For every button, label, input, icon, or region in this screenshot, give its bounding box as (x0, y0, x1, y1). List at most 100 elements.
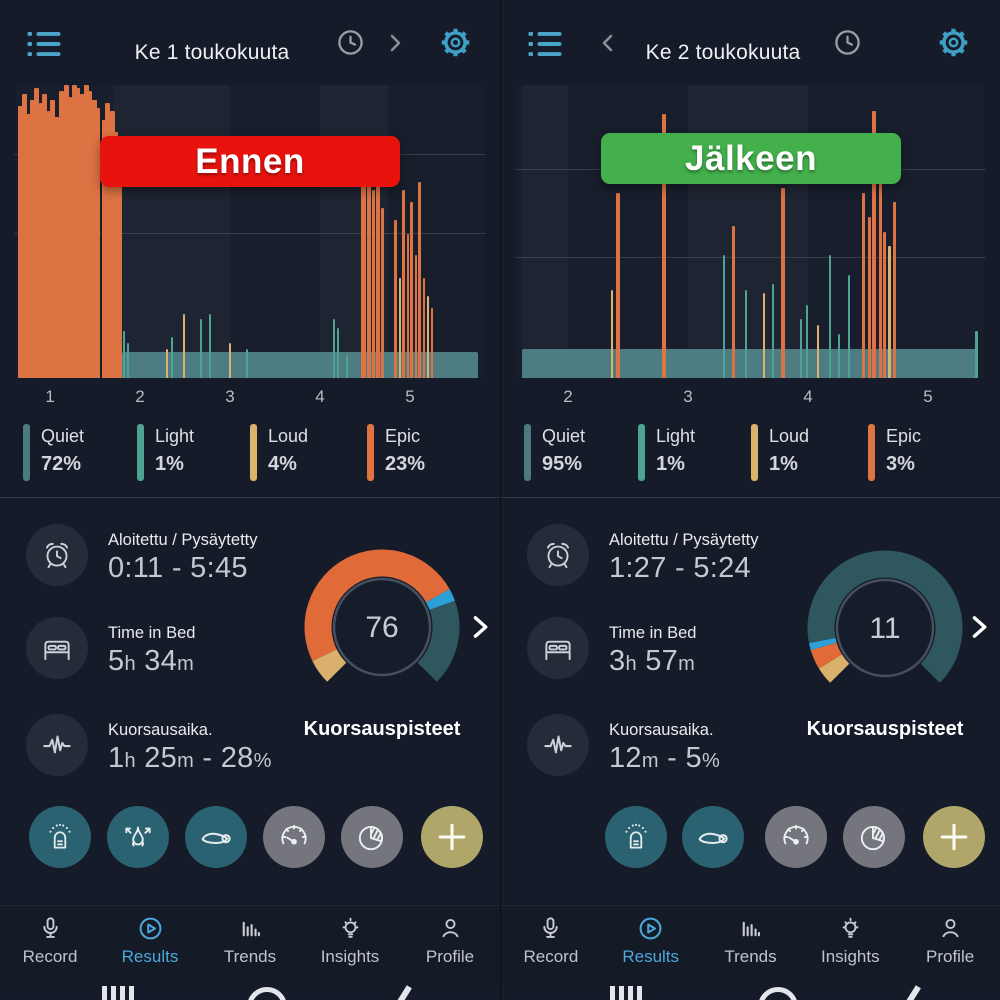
stat-label: Kuorsausaika. (108, 721, 213, 739)
score-details-chevron-icon[interactable] (466, 611, 494, 648)
loud-color-bar (751, 424, 758, 481)
remedy-button-row (501, 806, 1000, 868)
nav-insights[interactable]: Insights (800, 906, 900, 986)
bar-chart-icon (742, 921, 760, 937)
snore-score-value: 11 (869, 612, 900, 645)
stat-label: Kuorsausaika. (609, 721, 714, 739)
previous-day-chevron-icon[interactable] (596, 31, 620, 60)
snore-score-value: 76 (365, 611, 398, 644)
add-remedy-button[interactable] (421, 806, 483, 868)
waveform-icon (26, 714, 88, 776)
bed-icon (527, 617, 589, 679)
alarm-clock-icon (527, 524, 589, 586)
snore-score-gauge: 76 (304, 549, 460, 682)
stat-label: Aloitettu / Pysäytetty (108, 531, 258, 549)
stat-value: 12m - 5% (609, 742, 721, 774)
menu-icon[interactable] (527, 29, 563, 64)
factor-speedometer-button[interactable] (765, 806, 827, 868)
nav-trends[interactable]: Trends (200, 906, 300, 986)
microphone-icon (543, 917, 559, 938)
microphone-icon (42, 917, 58, 938)
light-color-bar (638, 424, 645, 481)
nav-profile[interactable]: Profile (900, 906, 1000, 986)
remedy-nasal-dilator-button[interactable] (107, 806, 169, 868)
legend-item-loud: Loud 1% (751, 424, 809, 481)
clock-icon[interactable] (335, 27, 366, 63)
remedy-humidifier-button[interactable] (29, 806, 91, 868)
snore-score-label: Kuorsauspisteet (806, 718, 964, 740)
stat-snoring-time: Kuorsausaika. 12m - 5% (527, 714, 720, 776)
stat-value: 3h 57m (609, 645, 696, 677)
before-banner: Ennen (100, 136, 400, 187)
stat-time-in-bed: Time in Bed 5h 34m (26, 617, 195, 679)
bottom-nav: Record Results Trends Insights (0, 905, 500, 986)
legend: Quiet 95% Light 1% Loud 1% Epic 3% (501, 424, 1000, 496)
legend: Quiet 72% Light 1% Loud 4% Epic 23% (0, 424, 500, 496)
light-color-bar (137, 424, 144, 481)
bottom-nav: Record Results Trends Insights (501, 905, 1000, 986)
stat-snoring-time: Kuorsausaika. 1h 25m - 28% (26, 714, 272, 776)
nav-trends[interactable]: Trends (701, 906, 801, 986)
score-details-chevron-icon[interactable] (965, 611, 993, 648)
legend-item-epic: Epic 3% (868, 424, 921, 481)
snore-score-label: Kuorsauspisteet (303, 718, 461, 740)
clock-icon[interactable] (832, 27, 863, 63)
nav-record[interactable]: Record (0, 906, 100, 986)
play-circle-icon (639, 917, 662, 940)
legend-item-light: Light 1% (137, 424, 194, 481)
before-banner-label: Ennen (195, 141, 305, 181)
menu-icon[interactable] (26, 29, 62, 64)
waveform-icon (527, 714, 589, 776)
epic-color-bar (367, 424, 374, 481)
section-divider (0, 497, 500, 498)
stat-value: 1h 25m - 28% (108, 742, 272, 774)
person-icon (941, 918, 959, 938)
settings-gear-icon[interactable] (937, 26, 970, 64)
bed-icon (26, 617, 88, 679)
quiet-color-bar (23, 424, 30, 481)
date-title: Ke 2 toukokuuta (645, 41, 801, 65)
person-icon (441, 918, 459, 938)
legend-item-light: Light 1% (638, 424, 695, 481)
stat-label: Time in Bed (108, 624, 196, 642)
legend-item-quiet: Quiet 95% (524, 424, 585, 481)
add-remedy-button[interactable] (923, 806, 985, 868)
lightbulb-icon (842, 917, 859, 938)
bar-chart-icon (242, 921, 260, 937)
nav-record[interactable]: Record (501, 906, 601, 986)
stat-value: 5h 34m (108, 645, 195, 677)
after-banner-label: Jälkeen (685, 138, 817, 178)
snore-score-gauge: 11 (807, 550, 963, 683)
epic-color-bar (868, 424, 875, 481)
after-banner: Jälkeen (601, 133, 901, 184)
next-day-chevron-icon[interactable] (383, 31, 407, 60)
nav-insights[interactable]: Insights (300, 906, 400, 986)
remedy-mouthpiece-button[interactable] (682, 806, 744, 868)
factor-pie-chart-button[interactable] (341, 806, 403, 868)
nav-results[interactable]: Results (601, 906, 701, 986)
stat-label: Aloitettu / Pysäytetty (609, 531, 759, 549)
stat-value: 1:27 - 5:24 (609, 552, 751, 584)
nav-results[interactable]: Results (100, 906, 200, 986)
remedy-mouthpiece-button[interactable] (185, 806, 247, 868)
remedy-humidifier-button[interactable] (605, 806, 667, 868)
legend-item-quiet: Quiet 72% (23, 424, 84, 481)
stat-value: 0:11 - 5:45 (108, 552, 248, 584)
stat-session-times: Aloitettu / Pysäytetty 1:27 - 5:24 (527, 524, 758, 586)
stat-time-in-bed: Time in Bed 3h 57m (527, 617, 696, 679)
nav-profile[interactable]: Profile (400, 906, 500, 986)
legend-item-loud: Loud 4% (250, 424, 308, 481)
factor-pie-chart-button[interactable] (843, 806, 905, 868)
quiet-color-bar (524, 424, 531, 481)
date-title: Ke 1 toukokuuta (134, 41, 290, 65)
factor-speedometer-button[interactable] (263, 806, 325, 868)
section-divider (501, 497, 1000, 498)
alarm-clock-icon (26, 524, 88, 586)
stat-session-times: Aloitettu / Pysäytetty 0:11 - 5:45 (26, 524, 257, 586)
settings-gear-icon[interactable] (439, 26, 472, 64)
play-circle-icon (139, 917, 161, 940)
